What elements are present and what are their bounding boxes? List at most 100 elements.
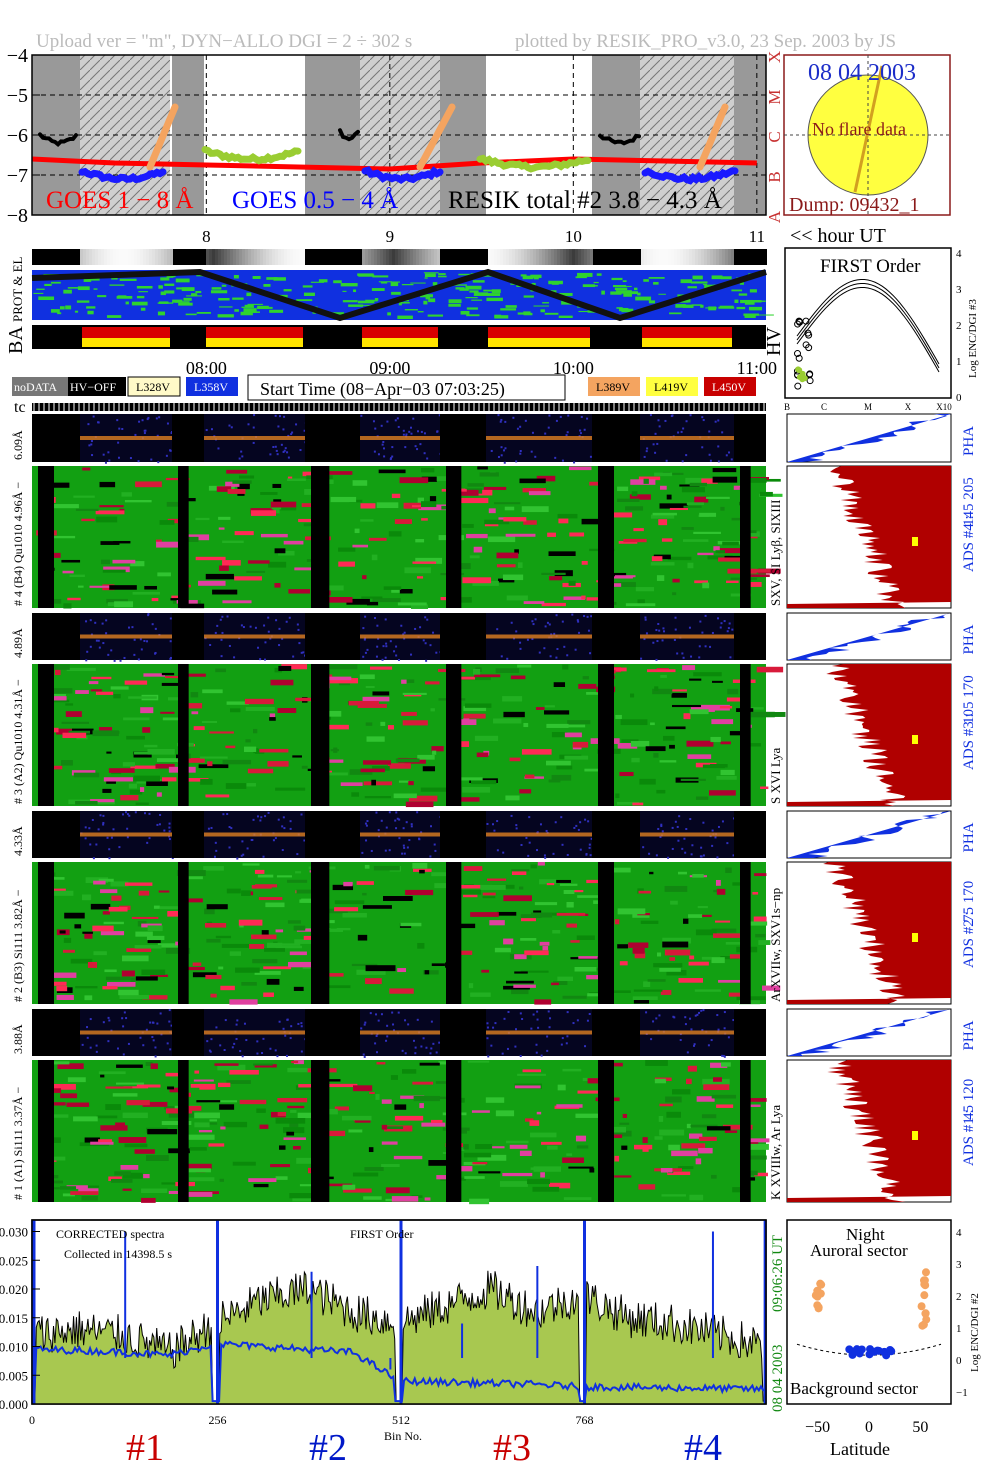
spectrogram-streak [122, 1188, 132, 1191]
spectrogram-streak [568, 580, 576, 586]
hv-xtick-M: M [864, 402, 872, 412]
grey-strip-cell [242, 249, 245, 265]
spectrogram-streak [610, 583, 622, 587]
pha-speck [412, 417, 415, 420]
spectrogram-streak [325, 596, 353, 603]
spectrogram-streak [82, 931, 93, 934]
channel-tag-1: #1 [126, 1427, 164, 1469]
spectrogram-streak [114, 1171, 131, 1176]
spectrogram-streak [267, 761, 289, 767]
spectrogram-streak [401, 711, 417, 716]
spectrogram-streak [275, 929, 284, 933]
pha-speck [414, 1052, 417, 1055]
spectrogram-streak [617, 486, 629, 492]
hv-point-green [796, 367, 803, 374]
pha-speck [671, 826, 674, 829]
pha-speck [716, 856, 719, 859]
pha-speck [210, 826, 213, 829]
spectrogram-streak [188, 534, 210, 541]
spectrogram-streak [124, 1143, 148, 1148]
pha-speck [122, 1053, 125, 1056]
spectrogram-streak [619, 771, 634, 777]
spectrogram-streak [700, 704, 730, 711]
grey-strip-cell [584, 249, 587, 265]
pha-speck [104, 461, 107, 464]
pha-speck [503, 461, 506, 464]
pha-speck [510, 814, 513, 817]
spectrogram-streak [239, 475, 255, 479]
spectrogram-streak [653, 963, 683, 968]
pha-speck [682, 656, 685, 659]
spectrogram-streak [269, 717, 276, 721]
pha-speck [88, 827, 91, 830]
spectrogram-streak [387, 763, 411, 769]
pha-speck [292, 655, 295, 658]
pha-speck [91, 818, 94, 821]
grey-strip-cell [326, 249, 329, 265]
pha-speck [112, 828, 115, 831]
pha-gap [734, 414, 766, 462]
spectrogram-streak [269, 713, 276, 719]
spectrogram-streak [489, 920, 505, 926]
pha-speck [102, 453, 105, 456]
pha-speck [699, 620, 702, 623]
pha-speck [123, 1011, 126, 1014]
spectrogram-streak [295, 697, 317, 702]
pha-speck [168, 826, 171, 829]
pha-speck [492, 1026, 495, 1029]
spectrogram-streak [274, 583, 281, 588]
spectrogram-streak [338, 561, 355, 567]
spectrogram-streak [606, 867, 631, 873]
pha-speck [375, 811, 378, 814]
spectrogram-streak [114, 601, 134, 608]
prot-green-speck [466, 314, 480, 317]
spectrogram-streak [270, 501, 297, 508]
pha-speck [269, 637, 272, 640]
pha-speck [424, 642, 427, 645]
prot-green-speck [718, 306, 735, 309]
spectrogram-streak [102, 569, 126, 573]
pha-speck [91, 454, 94, 457]
spectrogram-streak [343, 1188, 372, 1193]
spectrogram-streak [43, 694, 66, 697]
pha-speck [531, 431, 534, 434]
spectrogram-streak [134, 1149, 155, 1154]
prot-green-speck [437, 275, 447, 278]
pha-speck [276, 453, 279, 456]
pha-speck [646, 447, 649, 450]
spectrogram-streak [474, 735, 499, 741]
grey-strip-cell [737, 249, 740, 265]
spectrogram-streak [161, 682, 180, 686]
pha-speck [366, 648, 369, 651]
pha-speck [662, 630, 665, 633]
spectrogram-streak [239, 1099, 267, 1105]
grey-strip-cell [368, 249, 371, 265]
channel-tag-3: #3 [493, 1427, 531, 1469]
spectrogram-streak [453, 777, 483, 781]
pha-speck [722, 1054, 725, 1057]
prot-green-speck [680, 279, 692, 284]
pha-speck [416, 430, 419, 433]
pha-speck [252, 818, 255, 821]
spectrogram-streak [557, 1084, 566, 1091]
spectrogram-streak [581, 518, 605, 525]
pha-speck [143, 639, 146, 642]
spectrogram-streak [116, 1064, 143, 1068]
ads-histogram [787, 862, 951, 1004]
pha-speck [95, 1044, 98, 1047]
spectrogram-streak [268, 561, 287, 568]
spectrogram-streak [165, 1072, 182, 1077]
spectrogram-streak [629, 494, 651, 500]
spectrogram-streak [68, 730, 91, 734]
prot-green-speck [469, 290, 479, 293]
prot-green-speck [310, 281, 325, 283]
spectrogram-streak [257, 874, 274, 878]
prot-green-speck [757, 314, 774, 316]
spectrogram-streak [147, 1129, 178, 1135]
spectrogram-streak [702, 582, 710, 589]
spectrogram-streak [656, 789, 666, 794]
grey-strip-cell [569, 249, 572, 265]
line-id-label: ArXVIIw, SXV1s−np [768, 888, 783, 1002]
prot-green-speck [472, 280, 485, 283]
grey-strip-cell [218, 249, 221, 265]
